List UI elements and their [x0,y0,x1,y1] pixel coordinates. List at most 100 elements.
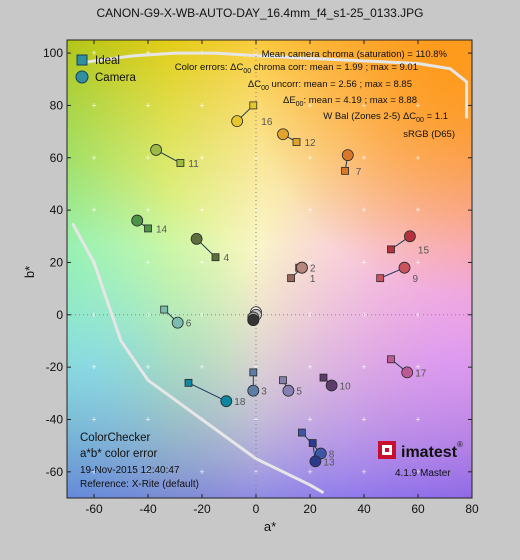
grid-dot: + [361,205,366,215]
grid-dot: + [199,100,204,110]
grid-dot: + [361,362,366,372]
grid-dot: + [199,257,204,267]
legend-camera-marker [75,70,89,84]
imatest-logo-mark-core [385,448,389,452]
patch-2-label: 2 [310,264,316,275]
y-axis-ticks: 100 80 60 40 20 0 -20 -40 -60 [43,46,472,479]
patch-14-ideal-marker [144,224,152,233]
patch-18: 18 [184,378,246,408]
grid-dot: + [91,467,96,477]
patch-6-camera-marker [171,316,184,329]
patch-18-label: 18 [234,397,246,408]
gamut-boundary-line-lower [71,222,325,495]
patch-9-label: 9 [413,274,419,285]
grid-dot: + [415,257,420,267]
grid-dot: + [307,257,312,267]
grid-dot: + [307,310,312,320]
grid-dot: + [199,362,204,372]
patch-2: 2 [295,261,316,275]
grid-dot: + [91,153,96,163]
grid-dot: + [199,310,204,320]
patch-10-label: 10 [340,381,352,392]
y-axis-label: b* [22,266,37,278]
patch-5-label: 5 [296,387,302,398]
x-tick-label: 20 [303,502,317,516]
grid-dot: + [145,100,150,110]
annotation-uncorr: ΔC00 uncorr: mean = 2.56 ; max = 8.85 [248,79,412,92]
grid-dot: + [415,467,420,477]
page-title: CANON-G9-X-WB-AUTO-DAY_16.4mm_f4_s1-25_0… [96,6,424,20]
grid-dot: + [307,48,312,58]
patch-17: 17 [387,355,427,379]
patch-17-label: 17 [415,368,427,379]
x-tick-label: 60 [411,502,425,516]
annotation-delta-e: ΔE00: mean = 4.19 ; max = 8.88 [283,95,417,108]
x-axis-label: a* [264,519,276,534]
info-error-type: a*b* color error [80,448,158,460]
grid-dot: + [361,48,366,58]
patch-6: 6 [160,305,192,330]
grid-dot: + [361,257,366,267]
grid-dot: + [253,467,258,477]
grid-dot: + [415,310,420,320]
x-tick-label: -60 [85,502,103,516]
grid-dot: + [91,414,96,424]
grid-dot: + [91,205,96,215]
grid-dot: + [415,153,420,163]
patch-7-camera-marker [341,149,354,162]
patch-16-camera-marker [231,115,244,128]
grid-dot: + [145,362,150,372]
patch-14-label: 14 [156,224,168,235]
grid-dot: + [307,153,312,163]
patch-11: 11 [150,144,199,170]
info-timestamp: 19-Nov-2015 12:40:47 [80,465,180,476]
annotation-srgb: sRGB (D65) [403,129,455,140]
grid-dot: + [361,153,366,163]
patch-10-ideal-marker [319,373,328,382]
info-colorchecker: ColorChecker [80,432,150,444]
patch-3-camera-marker [247,384,260,397]
grid-dot: + [145,48,150,58]
patch-16-label: 16 [261,117,273,128]
grid-dot: + [91,310,96,320]
patch-4-label: 4 [224,253,230,264]
patch-9-ideal-marker [376,274,385,283]
grid-dot: + [253,362,258,372]
patch-5: 5 [279,376,302,398]
x-tick-label: -40 [139,502,157,516]
y-tick-label: 100 [43,46,63,60]
gamut-boundary-line [77,51,469,119]
patch-8-label: 8 [329,450,335,461]
patch-1-label: 1 [310,274,316,285]
grid-dot: + [361,467,366,477]
y-tick-label: -20 [46,360,64,374]
gray-patch-23 [247,314,260,326]
x-tick-label: 0 [253,502,260,516]
grid-dot: + [307,100,312,110]
plot-frame [66,39,473,499]
x-axis-ticks: -60 -40 -20 0 20 40 60 80 [85,40,479,516]
y-tick-label: -40 [46,412,64,426]
legend: Ideal Camera [75,54,137,84]
patch-12-camera-marker [277,128,289,141]
patch-13: 13 [308,439,335,468]
grid-dot: + [307,414,312,424]
imatest-registered: ® [457,440,463,449]
patch-17-ideal-marker [387,355,395,364]
y-tick-label: 20 [50,255,64,269]
grid-dot: + [415,362,420,372]
legend-ideal-label: Ideal [95,55,120,67]
patch-4-camera-marker [190,233,203,245]
grid-dot: + [415,100,420,110]
x-tick-label: -20 [193,502,211,516]
plot-area: + + + + + + + + + + + + + + + + + + + + + + + + + + + + + + + + + + + + + + + +… [67,40,472,498]
grid-dot: + [307,467,312,477]
patch-9-camera-marker [398,261,411,274]
patch-4-ideal-marker [211,253,220,262]
patch-15-label: 15 [418,245,430,256]
patch-16: 16 [231,101,273,128]
annotation-chroma: Mean camera chroma (saturation) = 110.8% [262,49,448,60]
patch-13-label: 13 [323,457,335,468]
grid-dot: + [145,257,150,267]
